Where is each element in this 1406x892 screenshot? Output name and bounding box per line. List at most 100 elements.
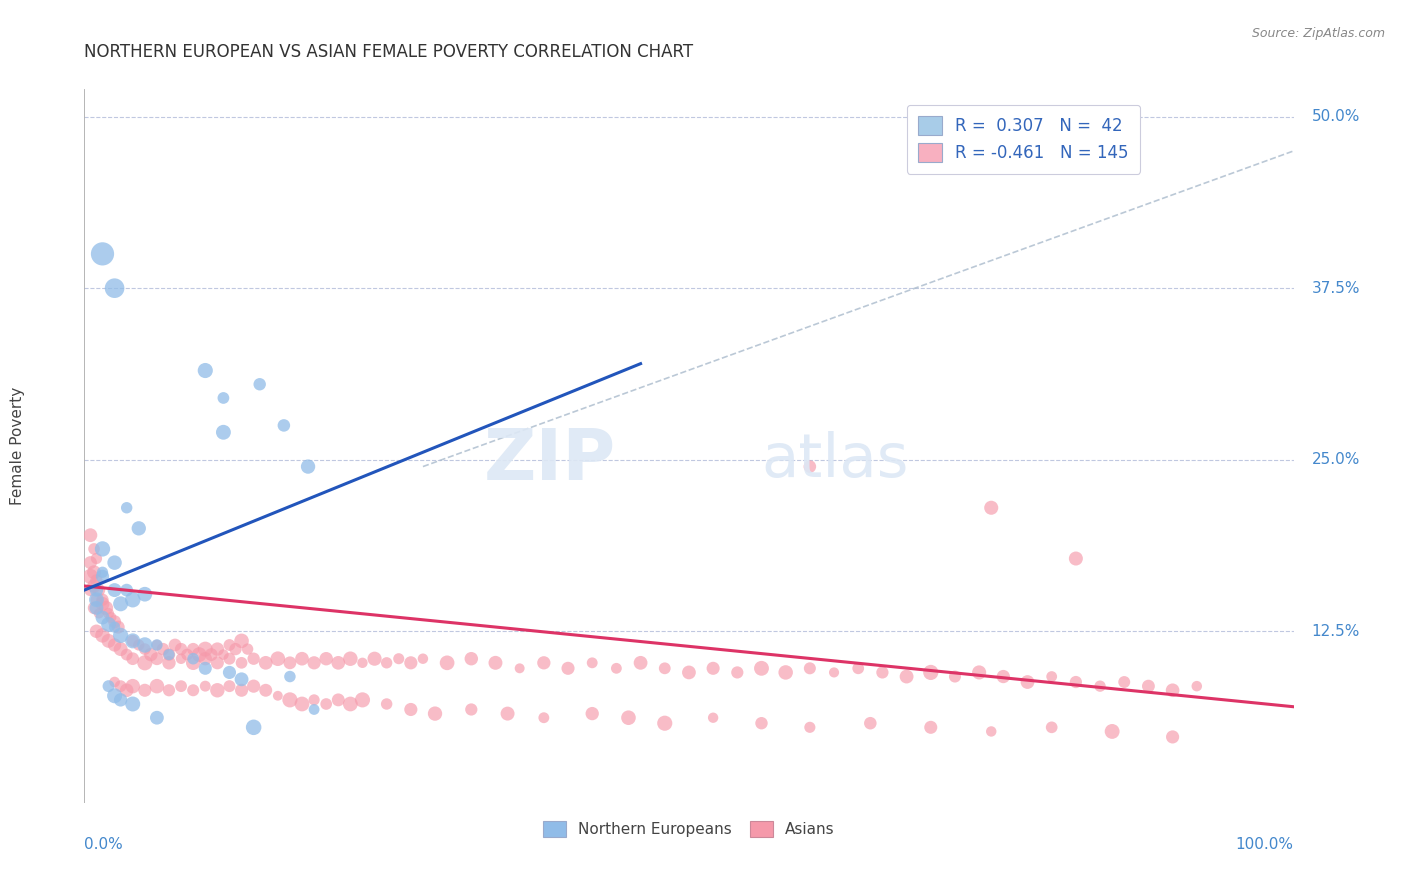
Text: 25.0%: 25.0% <box>1312 452 1360 467</box>
Point <box>1161 730 1184 744</box>
Point <box>181 651 204 665</box>
Point <box>86 592 108 607</box>
Point <box>375 656 398 670</box>
Point <box>97 607 120 621</box>
Point <box>751 716 773 731</box>
Point <box>91 610 114 624</box>
Point <box>134 683 156 698</box>
Point <box>231 633 253 648</box>
Point <box>104 689 127 703</box>
Text: NORTHERN EUROPEAN VS ASIAN FEMALE POVERTY CORRELATION CHART: NORTHERN EUROPEAN VS ASIAN FEMALE POVERT… <box>84 43 693 61</box>
Point <box>181 656 204 670</box>
Point <box>484 656 506 670</box>
Point <box>115 583 138 598</box>
Point <box>1161 683 1184 698</box>
Point <box>157 683 180 698</box>
Point <box>218 665 240 680</box>
Point <box>273 418 295 433</box>
Legend: Northern Europeans, Asians: Northern Europeans, Asians <box>536 814 842 845</box>
Point <box>460 651 482 665</box>
Point <box>231 683 253 698</box>
Point <box>980 724 1002 739</box>
Point <box>896 669 918 683</box>
Point <box>654 716 676 731</box>
Point <box>87 607 110 621</box>
Point <box>231 673 253 687</box>
Point <box>212 391 235 405</box>
Point <box>943 669 966 683</box>
Point <box>859 716 882 731</box>
Point <box>157 648 180 662</box>
Text: 0.0%: 0.0% <box>84 837 124 852</box>
Point <box>207 656 229 670</box>
Point <box>91 592 114 607</box>
Point <box>134 587 156 601</box>
Point <box>617 711 640 725</box>
Point <box>291 697 314 711</box>
Point <box>110 679 132 693</box>
Point <box>799 661 821 675</box>
Point <box>110 693 132 707</box>
Point <box>86 574 108 588</box>
Point <box>249 377 271 392</box>
Point <box>134 656 156 670</box>
Text: 100.0%: 100.0% <box>1236 837 1294 852</box>
Point <box>212 648 235 662</box>
Point <box>146 638 169 652</box>
Point <box>83 541 105 556</box>
Text: 37.5%: 37.5% <box>1312 281 1360 295</box>
Point <box>388 651 411 665</box>
Point <box>352 693 374 707</box>
Point <box>278 656 301 670</box>
Point <box>146 638 169 652</box>
Point <box>605 661 627 675</box>
Point <box>557 661 579 675</box>
Point <box>423 706 446 721</box>
Text: Female Poverty: Female Poverty <box>10 387 25 505</box>
Point <box>128 638 150 652</box>
Point <box>1064 551 1087 566</box>
Text: 50.0%: 50.0% <box>1312 109 1360 124</box>
Point <box>86 583 108 598</box>
Point <box>115 648 138 662</box>
Point <box>176 648 198 662</box>
Point <box>104 615 127 629</box>
Point <box>225 642 247 657</box>
Point <box>920 665 942 680</box>
Point <box>157 656 180 670</box>
Point <box>218 679 240 693</box>
Point <box>194 642 217 657</box>
Point <box>1088 679 1111 693</box>
Point <box>170 651 193 665</box>
Point <box>630 656 652 670</box>
Point <box>352 656 374 670</box>
Point <box>104 583 127 598</box>
Point <box>94 601 117 615</box>
Point <box>993 669 1015 683</box>
Point <box>86 592 108 607</box>
Point <box>83 579 105 593</box>
Point <box>181 683 204 698</box>
Point <box>200 648 222 662</box>
Point <box>751 661 773 675</box>
Point <box>242 720 264 734</box>
Point <box>115 500 138 515</box>
Point <box>104 675 127 690</box>
Point <box>207 683 229 698</box>
Point <box>339 697 361 711</box>
Point <box>86 551 108 566</box>
Point <box>86 601 108 615</box>
Point <box>194 651 217 665</box>
Point <box>104 556 127 570</box>
Point <box>725 665 748 680</box>
Point <box>231 656 253 670</box>
Point <box>79 528 101 542</box>
Point <box>194 661 217 675</box>
Point <box>83 566 105 580</box>
Point <box>87 583 110 598</box>
Point <box>412 651 434 665</box>
Point <box>363 651 385 665</box>
Point <box>128 521 150 535</box>
Point <box>278 669 301 683</box>
Point <box>581 656 603 670</box>
